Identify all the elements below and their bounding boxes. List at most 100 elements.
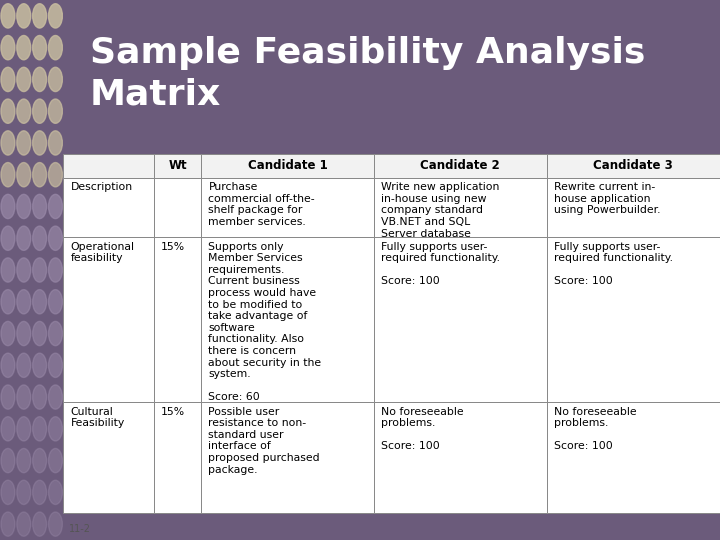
Ellipse shape bbox=[32, 4, 47, 28]
Ellipse shape bbox=[32, 131, 47, 155]
Ellipse shape bbox=[1, 289, 15, 314]
Ellipse shape bbox=[17, 258, 31, 282]
Text: Supports only
Member Services
requirements.
Current business
process would have
: Supports only Member Services requiremen… bbox=[209, 242, 322, 402]
Ellipse shape bbox=[32, 385, 47, 409]
Ellipse shape bbox=[1, 448, 15, 472]
Ellipse shape bbox=[48, 289, 63, 314]
Ellipse shape bbox=[48, 131, 63, 155]
Bar bbox=[202, 402, 374, 513]
Ellipse shape bbox=[17, 353, 31, 377]
Text: Candidate 3: Candidate 3 bbox=[593, 159, 673, 172]
Ellipse shape bbox=[32, 68, 47, 92]
Ellipse shape bbox=[17, 289, 31, 314]
Ellipse shape bbox=[32, 163, 47, 187]
Ellipse shape bbox=[17, 448, 31, 472]
Ellipse shape bbox=[17, 512, 31, 536]
Bar bbox=[546, 402, 720, 513]
Ellipse shape bbox=[48, 226, 63, 251]
Ellipse shape bbox=[48, 353, 63, 377]
Ellipse shape bbox=[48, 512, 63, 536]
Ellipse shape bbox=[48, 480, 63, 504]
Ellipse shape bbox=[1, 4, 15, 28]
Ellipse shape bbox=[48, 36, 63, 60]
Text: Description: Description bbox=[71, 183, 132, 192]
Ellipse shape bbox=[32, 99, 47, 123]
Bar bbox=[202, 178, 374, 237]
Ellipse shape bbox=[48, 163, 63, 187]
Ellipse shape bbox=[48, 258, 63, 282]
Ellipse shape bbox=[17, 99, 31, 123]
Text: Fully supports user-
required functionality.

Score: 100: Fully supports user- required functional… bbox=[554, 242, 673, 287]
Bar bbox=[202, 154, 374, 178]
Ellipse shape bbox=[1, 417, 15, 441]
Ellipse shape bbox=[48, 4, 63, 28]
Text: 15%: 15% bbox=[161, 242, 185, 252]
Ellipse shape bbox=[17, 321, 31, 346]
Text: Candidate 1: Candidate 1 bbox=[248, 159, 328, 172]
Bar bbox=[202, 237, 374, 402]
Ellipse shape bbox=[1, 321, 15, 346]
Bar bbox=[63, 154, 154, 178]
Ellipse shape bbox=[17, 480, 31, 504]
Bar bbox=[154, 237, 202, 402]
Bar bbox=[374, 402, 546, 513]
Ellipse shape bbox=[32, 289, 47, 314]
Text: No foreseeable
problems.

Score: 100: No foreseeable problems. Score: 100 bbox=[381, 407, 464, 451]
Ellipse shape bbox=[48, 417, 63, 441]
Bar bbox=[546, 237, 720, 402]
Ellipse shape bbox=[32, 194, 47, 219]
Ellipse shape bbox=[1, 512, 15, 536]
Ellipse shape bbox=[1, 480, 15, 504]
Ellipse shape bbox=[17, 68, 31, 92]
Ellipse shape bbox=[32, 226, 47, 251]
Bar bbox=[374, 178, 546, 237]
Ellipse shape bbox=[17, 194, 31, 219]
Text: Operational
feasibility: Operational feasibility bbox=[71, 242, 135, 264]
Text: Fully supports user-
required functionality.

Score: 100: Fully supports user- required functional… bbox=[381, 242, 500, 287]
Ellipse shape bbox=[1, 353, 15, 377]
Ellipse shape bbox=[17, 36, 31, 60]
Bar bbox=[63, 237, 154, 402]
Ellipse shape bbox=[17, 163, 31, 187]
Bar bbox=[63, 402, 154, 513]
Ellipse shape bbox=[1, 226, 15, 251]
Ellipse shape bbox=[17, 131, 31, 155]
Bar bbox=[374, 237, 546, 402]
Ellipse shape bbox=[1, 131, 15, 155]
Ellipse shape bbox=[1, 36, 15, 60]
Bar bbox=[374, 154, 546, 178]
Text: Sample Feasibility Analysis
Matrix: Sample Feasibility Analysis Matrix bbox=[89, 37, 645, 111]
Bar bbox=[63, 178, 154, 237]
Ellipse shape bbox=[1, 194, 15, 219]
Text: Write new application
in-house using new
company standard
VB.NET and SQL
Server : Write new application in-house using new… bbox=[381, 183, 500, 239]
Ellipse shape bbox=[32, 448, 47, 472]
Ellipse shape bbox=[1, 68, 15, 92]
Ellipse shape bbox=[32, 417, 47, 441]
Text: Rewrite current in-
house application
using Powerbuilder.: Rewrite current in- house application us… bbox=[554, 183, 660, 215]
Text: Cultural
Feasibility: Cultural Feasibility bbox=[71, 407, 125, 428]
Ellipse shape bbox=[32, 258, 47, 282]
Text: Purchase
commercial off-the-
shelf package for
member services.: Purchase commercial off-the- shelf packa… bbox=[209, 183, 315, 227]
Ellipse shape bbox=[32, 353, 47, 377]
Bar bbox=[154, 178, 202, 237]
Text: No foreseeable
problems.

Score: 100: No foreseeable problems. Score: 100 bbox=[554, 407, 636, 451]
Ellipse shape bbox=[48, 68, 63, 92]
Bar bbox=[154, 402, 202, 513]
Ellipse shape bbox=[32, 512, 47, 536]
Bar bbox=[154, 154, 202, 178]
Ellipse shape bbox=[48, 448, 63, 472]
Ellipse shape bbox=[1, 385, 15, 409]
Ellipse shape bbox=[32, 480, 47, 504]
Ellipse shape bbox=[48, 194, 63, 219]
Text: Candidate 2: Candidate 2 bbox=[420, 159, 500, 172]
Ellipse shape bbox=[17, 226, 31, 251]
Text: 11-2: 11-2 bbox=[68, 524, 91, 534]
Bar bbox=[546, 178, 720, 237]
Bar bbox=[546, 154, 720, 178]
Ellipse shape bbox=[48, 99, 63, 123]
Ellipse shape bbox=[1, 258, 15, 282]
Ellipse shape bbox=[48, 385, 63, 409]
Ellipse shape bbox=[17, 385, 31, 409]
Ellipse shape bbox=[17, 417, 31, 441]
Ellipse shape bbox=[32, 36, 47, 60]
